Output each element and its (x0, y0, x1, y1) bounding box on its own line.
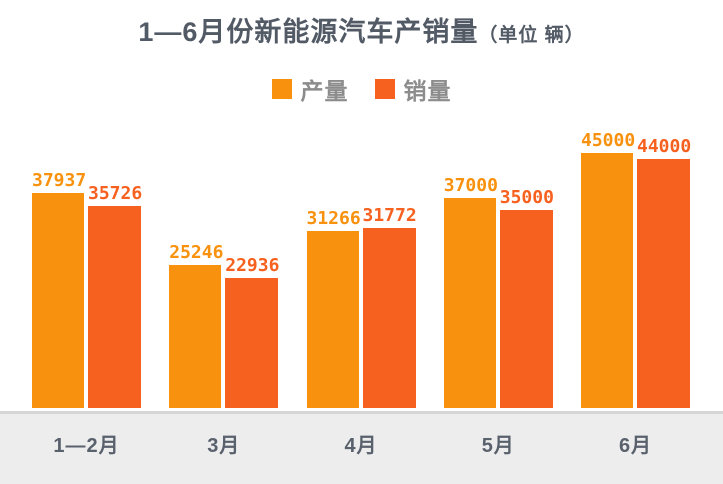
chart-title: 1—6月份新能源汽车产销量（单位 辆） (0, 14, 723, 55)
x-axis-label-3: 4月 (344, 435, 378, 457)
legend-item-production: 产量 (271, 72, 349, 106)
x-axis-label-5: 6月 (618, 435, 653, 457)
production-value-label-4: 37000 (443, 175, 498, 196)
chart-title-unit: （单位 辆） (478, 25, 585, 46)
production-value-label-1: 37937 (32, 170, 87, 191)
production-value-label-2: 25246 (169, 242, 224, 263)
production-value-label-5: 45000 (581, 130, 636, 151)
production-bar-3: 31266 (306, 210, 361, 408)
bar-group-2: 25246 22936 (169, 244, 279, 408)
x-axis-label-1: 1—2月 (53, 435, 120, 457)
sales-swatch-icon (374, 79, 395, 99)
sales-value-label-3: 31772 (362, 205, 417, 226)
sales-value-label-4: 35000 (499, 187, 554, 208)
sales-bar-3: 31772 (362, 207, 417, 408)
production-bar-2: 25246 (169, 244, 223, 408)
x-axis-label-4: 5月 (481, 435, 515, 457)
production-value-label-3: 31266 (306, 208, 361, 229)
bar-group-1: 37937 35726 (32, 172, 142, 408)
production-swatch-icon (271, 79, 292, 99)
production-bar-5: 45000 (581, 132, 635, 408)
chart-title-main: 1—6月份新能源汽车产销量 (138, 17, 479, 47)
legend: 产量 销量 (0, 72, 723, 106)
sales-bar-4: 35000 (499, 189, 554, 408)
legend-label-sales: 销量 (403, 78, 452, 104)
bar-group-5: 45000 44000 (581, 132, 691, 408)
sales-value-label-1: 35726 (88, 183, 143, 204)
legend-label-production: 产量 (300, 78, 349, 104)
sales-bar-1: 35726 (88, 185, 142, 408)
plot-area: 37937 35726 25246 22936 31266 31772 37000 35000… (32, 132, 691, 408)
x-axis-strip: 1—2月 3月 4月 5月 6月 (0, 411, 723, 484)
sales-value-label-2: 22936 (225, 255, 280, 276)
legend-item-sales: 销量 (374, 72, 452, 106)
bar-group-3: 31266 31772 (306, 207, 417, 408)
sales-bar-5: 44000 (637, 138, 691, 408)
x-axis-label-2: 3月 (207, 435, 241, 457)
sales-value-label-5: 44000 (637, 136, 692, 157)
bar-group-4: 37000 35000 (443, 177, 554, 408)
production-bar-4: 37000 (443, 177, 498, 408)
production-bar-1: 37937 (32, 172, 86, 408)
x-axis: 1—2月 3月 4月 5月 6月 (0, 414, 723, 484)
sales-bar-2: 22936 (225, 257, 279, 408)
